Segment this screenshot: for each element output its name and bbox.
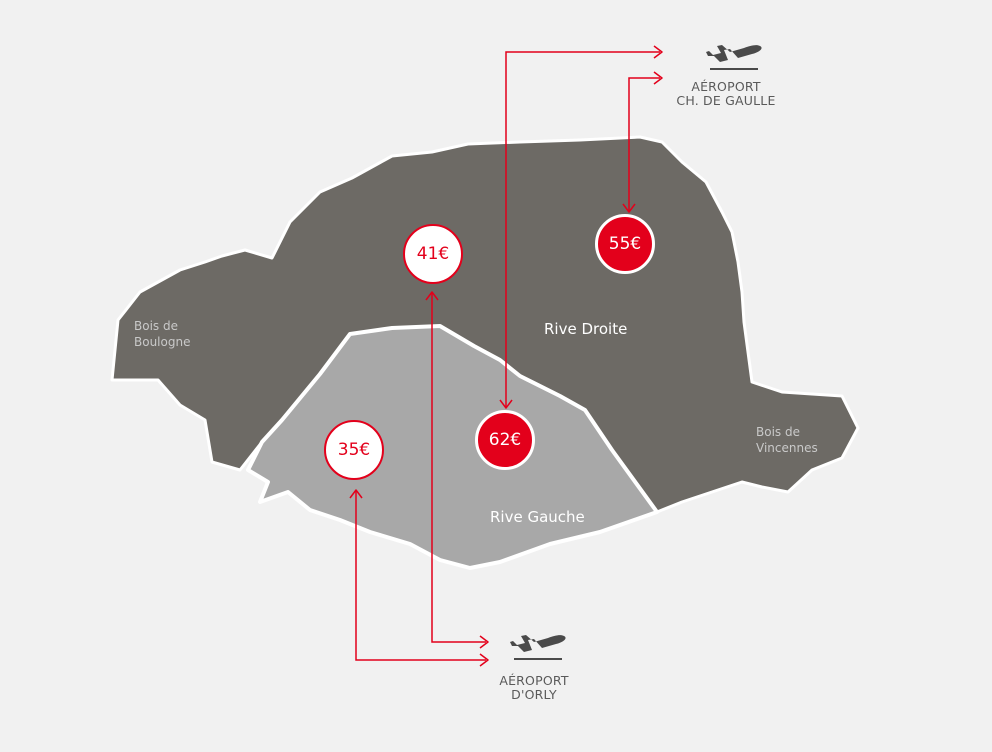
- route-cdg-62: [505, 51, 660, 408]
- label-bois-boulogne: Bois de Boulogne: [134, 319, 191, 349]
- price-marker-62: 62€: [475, 410, 535, 470]
- label-bois-vincennes: Bois de Vincennes: [756, 425, 818, 455]
- route-lines: [355, 51, 660, 661]
- arrowheads: [349, 45, 663, 667]
- airplane-icon: [706, 45, 762, 70]
- route-cdg-55: [628, 77, 660, 212]
- arrowhead-up-35: [349, 489, 363, 499]
- price-marker-55: 55€: [595, 214, 655, 274]
- arrowhead-cdg-top: [653, 45, 663, 59]
- arrowhead-cdg-second: [653, 71, 663, 85]
- route-orly-41: [431, 292, 486, 643]
- arrowhead-orly-top: [479, 635, 489, 649]
- label-airport-orly: AÉROPORT D'ORLY: [499, 673, 569, 702]
- airplane-icon: [510, 635, 566, 660]
- label-rive-droite: Rive Droite: [544, 320, 628, 338]
- label-airport-cdg: AÉROPORT CH. DE GAULLE: [676, 79, 776, 108]
- rive-droite-area: [110, 135, 860, 514]
- price-marker-41: 41€: [403, 224, 463, 284]
- arrowhead-orly-bottom: [479, 653, 489, 667]
- arrowhead-up-41: [425, 291, 439, 301]
- route-orly-35: [355, 490, 486, 661]
- arrowhead-down-62: [499, 399, 513, 409]
- label-rive-gauche: Rive Gauche: [490, 508, 585, 526]
- arrowhead-down-55: [622, 203, 636, 213]
- price-marker-35: 35€: [324, 420, 384, 480]
